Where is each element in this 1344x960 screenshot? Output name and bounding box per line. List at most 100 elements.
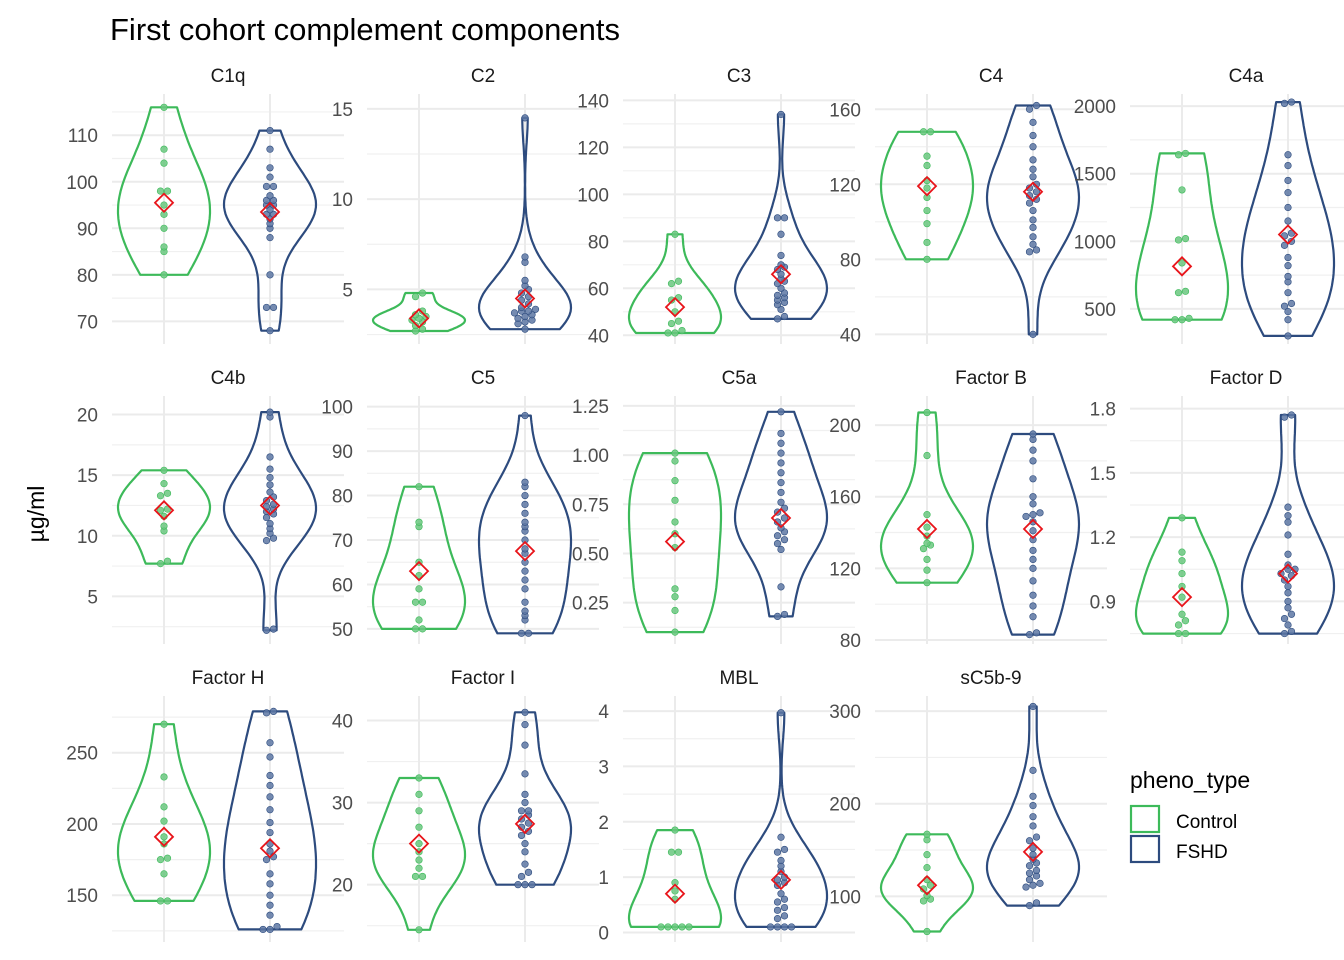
y-tick-label: 40 bbox=[332, 712, 353, 733]
violin-c1q-control bbox=[116, 106, 212, 276]
legend-key-control bbox=[1129, 804, 1161, 834]
data-point bbox=[1029, 446, 1037, 454]
data-point bbox=[517, 629, 526, 637]
data-point bbox=[667, 280, 676, 288]
y-tick-label: 5 bbox=[342, 280, 353, 301]
data-point bbox=[266, 753, 274, 761]
violin-c1q-fshd bbox=[222, 129, 318, 332]
violin-c5a-fshd bbox=[733, 410, 829, 618]
legend: pheno_type Control FSHD bbox=[1129, 767, 1250, 864]
legend-label-fshd: FSHD bbox=[1176, 842, 1228, 863]
data-point bbox=[1029, 156, 1037, 164]
data-point bbox=[780, 895, 789, 903]
data-point bbox=[266, 145, 274, 153]
y-tick-label: 70 bbox=[332, 531, 353, 552]
mean-marker-c4-fshd bbox=[1022, 181, 1044, 203]
data-point bbox=[777, 230, 785, 238]
data-point bbox=[1178, 582, 1186, 591]
y-tick-label: 4 bbox=[598, 702, 609, 723]
data-point bbox=[1178, 186, 1186, 194]
data-point bbox=[521, 518, 529, 526]
data-point bbox=[780, 514, 789, 522]
data-point bbox=[678, 923, 686, 931]
y-tick-label: 0.9 bbox=[1090, 592, 1116, 613]
panel-c3: C3 40 60 80 100 120 140 bbox=[577, 66, 855, 347]
violin-c2-control bbox=[371, 291, 467, 333]
data-point bbox=[521, 576, 529, 584]
violin-c4-fshd bbox=[985, 104, 1081, 336]
data-point bbox=[415, 856, 423, 864]
data-point bbox=[923, 927, 931, 936]
data-point bbox=[1029, 813, 1037, 821]
data-point bbox=[923, 408, 931, 417]
data-point bbox=[787, 923, 796, 931]
data-point bbox=[1178, 259, 1186, 267]
data-point bbox=[1178, 569, 1186, 578]
data-point bbox=[415, 483, 423, 491]
data-point bbox=[1284, 316, 1292, 324]
data-point bbox=[1025, 901, 1034, 910]
y-tick-label: 150 bbox=[66, 886, 98, 907]
data-point bbox=[528, 881, 536, 889]
data-point bbox=[163, 489, 172, 497]
y-tick-label: 80 bbox=[77, 266, 98, 287]
data-point bbox=[1029, 165, 1037, 173]
data-point bbox=[923, 220, 931, 228]
panel-sc5b-9: sC5b-9 100 200 300 bbox=[829, 668, 1107, 942]
data-point bbox=[262, 626, 271, 634]
data-point bbox=[1284, 518, 1292, 526]
panel-c5a: C5a 0.25 0.50 0.75 1.00 1.25 bbox=[572, 368, 855, 644]
y-tick-label: 1.2 bbox=[1090, 528, 1116, 549]
data-point bbox=[266, 793, 274, 801]
data-point bbox=[160, 103, 168, 111]
violin-c5a-control bbox=[627, 452, 723, 634]
data-point bbox=[777, 498, 785, 506]
data-point bbox=[521, 708, 529, 716]
data-point bbox=[919, 885, 928, 893]
data-point bbox=[266, 488, 274, 496]
data-point bbox=[919, 897, 928, 905]
data-point bbox=[521, 491, 529, 500]
data-point bbox=[160, 271, 168, 279]
data-point bbox=[156, 492, 165, 500]
data-point bbox=[262, 182, 271, 191]
violin-factor-i-fshd bbox=[477, 711, 573, 886]
y-tick-label: 1 bbox=[598, 868, 609, 889]
data-point bbox=[1029, 844, 1037, 852]
data-point bbox=[266, 473, 274, 482]
data-point bbox=[266, 126, 274, 135]
data-point bbox=[411, 598, 420, 606]
data-point bbox=[266, 901, 274, 909]
y-tick-label: 80 bbox=[332, 487, 353, 508]
y-tick-label: 5 bbox=[87, 587, 98, 608]
violin-factor-h-control bbox=[116, 723, 212, 902]
data-point bbox=[418, 625, 427, 633]
data-point bbox=[1029, 430, 1037, 438]
data-point bbox=[1280, 413, 1289, 421]
data-point bbox=[517, 807, 526, 815]
data-point bbox=[1284, 512, 1292, 520]
data-point bbox=[671, 606, 679, 615]
data-point bbox=[524, 827, 533, 835]
data-point bbox=[266, 806, 274, 814]
data-point bbox=[517, 831, 526, 840]
data-point bbox=[1029, 493, 1037, 501]
data-point bbox=[1178, 514, 1186, 522]
y-tick-label: 160 bbox=[829, 100, 861, 121]
data-point bbox=[524, 307, 533, 315]
data-point bbox=[418, 598, 427, 606]
data-point bbox=[926, 881, 935, 889]
data-point bbox=[266, 771, 274, 780]
data-point bbox=[411, 872, 420, 881]
data-point bbox=[269, 707, 278, 716]
data-point bbox=[1029, 216, 1037, 224]
data-point bbox=[521, 478, 529, 486]
violin-c4b-control bbox=[116, 469, 212, 565]
data-point bbox=[266, 164, 274, 172]
y-tick-label: 30 bbox=[332, 794, 353, 815]
violin-c3-control bbox=[627, 233, 723, 335]
data-point bbox=[1284, 332, 1292, 340]
legend-label-control: Control bbox=[1176, 812, 1237, 833]
data-point bbox=[521, 721, 529, 729]
